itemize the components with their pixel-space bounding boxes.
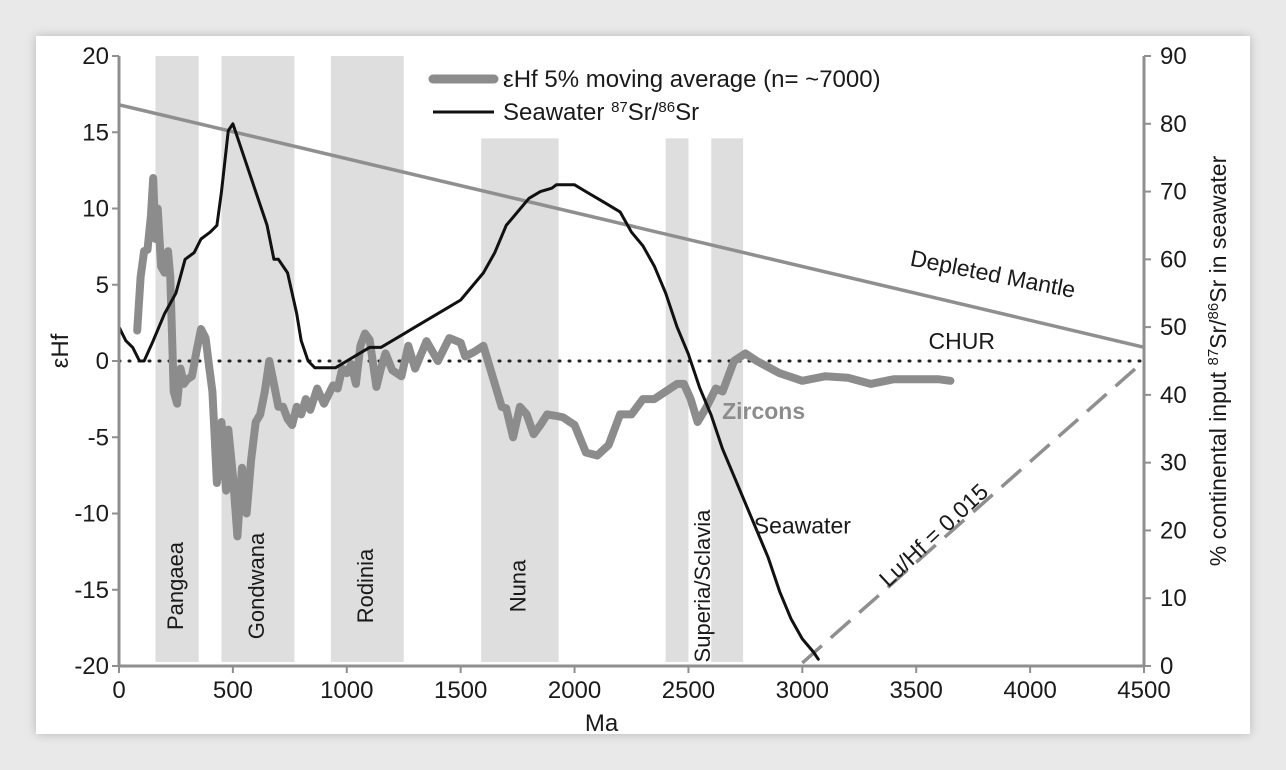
chart: 0 500 1000 1500 2000 2500 3000 3500 4000 45002015… — [47, 43, 1231, 734]
band-nuna — [481, 138, 559, 663]
x-axis-title: Ma — [585, 710, 619, 734]
band-label-pangaea: Pangaea — [163, 541, 188, 630]
y-tick-label: 0 — [96, 348, 109, 375]
depleted-mantle-label: Depleted Mantle — [908, 245, 1077, 303]
seawater-series — [117, 122, 820, 661]
x-tick-label: 3500 — [890, 677, 943, 704]
band-label-gondwana: Gondwana — [244, 532, 269, 639]
x-tick-label: 4500 — [1117, 677, 1170, 704]
band-label-nuna: Nuna — [506, 559, 531, 612]
y-right-tick-label: 70 — [1160, 179, 1187, 206]
y-axis-title: εHf — [47, 333, 74, 368]
x-tick-label: 1500 — [434, 677, 487, 704]
y-tick-label: -15 — [74, 577, 109, 604]
seawater-label: Seawater — [754, 512, 852, 538]
legend-label-seawater: Seawater 87Sr/86Sr — [503, 99, 699, 127]
y-right-tick-label: 10 — [1160, 585, 1187, 612]
band-label-superia-sclavia: Superia/Sclavia — [690, 509, 715, 663]
reference-lines — [117, 103, 1146, 665]
y-right-tick-label: 0 — [1160, 653, 1173, 680]
y-tick-label: 10 — [82, 196, 109, 223]
y-right-tick-label: 60 — [1160, 246, 1187, 273]
zircons-label: Zircons — [722, 398, 805, 424]
depleted-mantle-line — [118, 103, 1145, 349]
data-series — [117, 122, 955, 661]
supercontinent-bands — [155, 56, 744, 663]
x-tick-label: 1000 — [320, 677, 373, 704]
x-tick-label: 500 — [213, 677, 253, 704]
x-tick-label: 0 — [112, 677, 125, 704]
band-superia-sclavia-b — [711, 138, 744, 663]
legend: εHf 5% moving average (n= ~7000) Seawater… — [428, 66, 881, 127]
x-tick-label: 3000 — [776, 677, 829, 704]
y-tick-label: 15 — [82, 119, 109, 146]
ehf-series — [133, 174, 955, 541]
y-right-tick-label: 20 — [1160, 517, 1187, 544]
y-tick-label: 5 — [96, 272, 109, 299]
band-label-rodinia: Rodinia — [353, 548, 378, 623]
figure-card: 0 500 1000 1500 2000 2500 3000 3500 4000 4500 20 15… — [36, 36, 1250, 734]
axes: 0 500 1000 1500 2000 2500 3000 3500 4000 45002015… — [47, 43, 1231, 734]
y-tick-label: -5 — [88, 424, 109, 451]
band-superia-sclavia — [665, 138, 689, 663]
y-right-axis-title: % continental input 87Sr/86Sr in seawate… — [1205, 155, 1232, 566]
band-gondwana — [221, 56, 295, 662]
y-tick-label: -10 — [74, 501, 109, 528]
y-right-tick-label: 90 — [1160, 43, 1187, 70]
annotations: Pangaea Gondwana Rodinia Nuna Superia/Sclavi… — [163, 245, 1078, 663]
x-tick-label: 4000 — [1003, 677, 1056, 704]
chur-label: CHUR — [929, 328, 995, 354]
x-tick-label: 2500 — [662, 677, 715, 704]
lu-hf-label: Lu/Hf = 0.015 — [874, 478, 993, 592]
y-right-tick-label: 30 — [1160, 450, 1187, 477]
legend-label-ehf: εHf 5% moving average (n= ~7000) — [503, 66, 881, 93]
y-tick-label: -20 — [74, 653, 109, 680]
x-tick-label: 2000 — [548, 677, 601, 704]
y-right-tick-label: 80 — [1160, 111, 1187, 138]
y-right-tick-label: 40 — [1160, 382, 1187, 409]
y-right-tick-label: 50 — [1160, 314, 1187, 341]
y-tick-label: 20 — [82, 43, 109, 70]
